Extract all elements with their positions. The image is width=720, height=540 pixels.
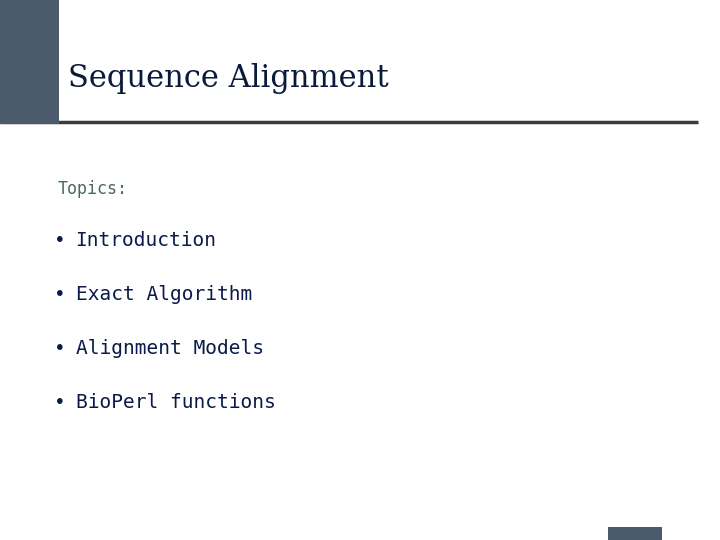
Text: Introduction: Introduction <box>76 231 217 250</box>
Text: Alignment Models: Alignment Models <box>76 339 264 358</box>
Text: Exact Algorithm: Exact Algorithm <box>76 285 252 304</box>
Text: •: • <box>54 393 66 412</box>
Bar <box>608 526 662 540</box>
Text: •: • <box>54 339 66 358</box>
Bar <box>0 0 59 124</box>
Text: •: • <box>54 285 66 304</box>
Text: BioPerl functions: BioPerl functions <box>76 393 275 412</box>
Text: Sequence Alignment: Sequence Alignment <box>68 63 389 94</box>
Text: Topics:: Topics: <box>58 180 127 198</box>
Text: •: • <box>54 231 66 250</box>
